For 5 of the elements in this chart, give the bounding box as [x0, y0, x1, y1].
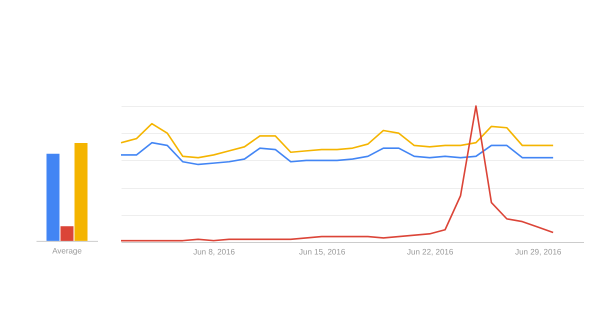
x-tick-label: Jun 22, 2016	[407, 248, 454, 256]
x-tick-label: Average	[52, 246, 82, 256]
x-tick-label: Jun 8, 2016	[193, 248, 236, 256]
x-tick-label: Jun 15, 2016	[299, 248, 346, 256]
x-tick-label: Jun 29, 2016	[515, 248, 562, 256]
